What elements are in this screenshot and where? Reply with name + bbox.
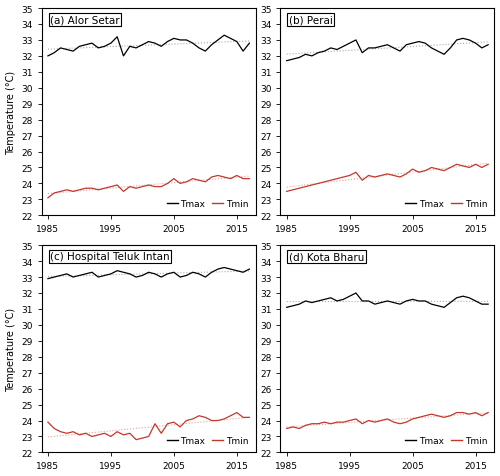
- Text: (c) Hospital Teluk Intan: (c) Hospital Teluk Intan: [50, 252, 170, 262]
- Legend: Tmax, Tmin: Tmax, Tmin: [402, 197, 490, 211]
- Text: (b) Perai: (b) Perai: [289, 15, 333, 25]
- Legend: Tmax, Tmin: Tmax, Tmin: [164, 197, 251, 211]
- Legend: Tmax, Tmin: Tmax, Tmin: [164, 434, 251, 448]
- Text: (a) Alor Setar: (a) Alor Setar: [50, 15, 120, 25]
- Text: (d) Kota Bharu: (d) Kota Bharu: [289, 252, 364, 262]
- Y-axis label: Temperature (°C): Temperature (°C): [6, 70, 16, 154]
- Y-axis label: Temperature (°C): Temperature (°C): [6, 307, 16, 391]
- Legend: Tmax, Tmin: Tmax, Tmin: [402, 434, 490, 448]
